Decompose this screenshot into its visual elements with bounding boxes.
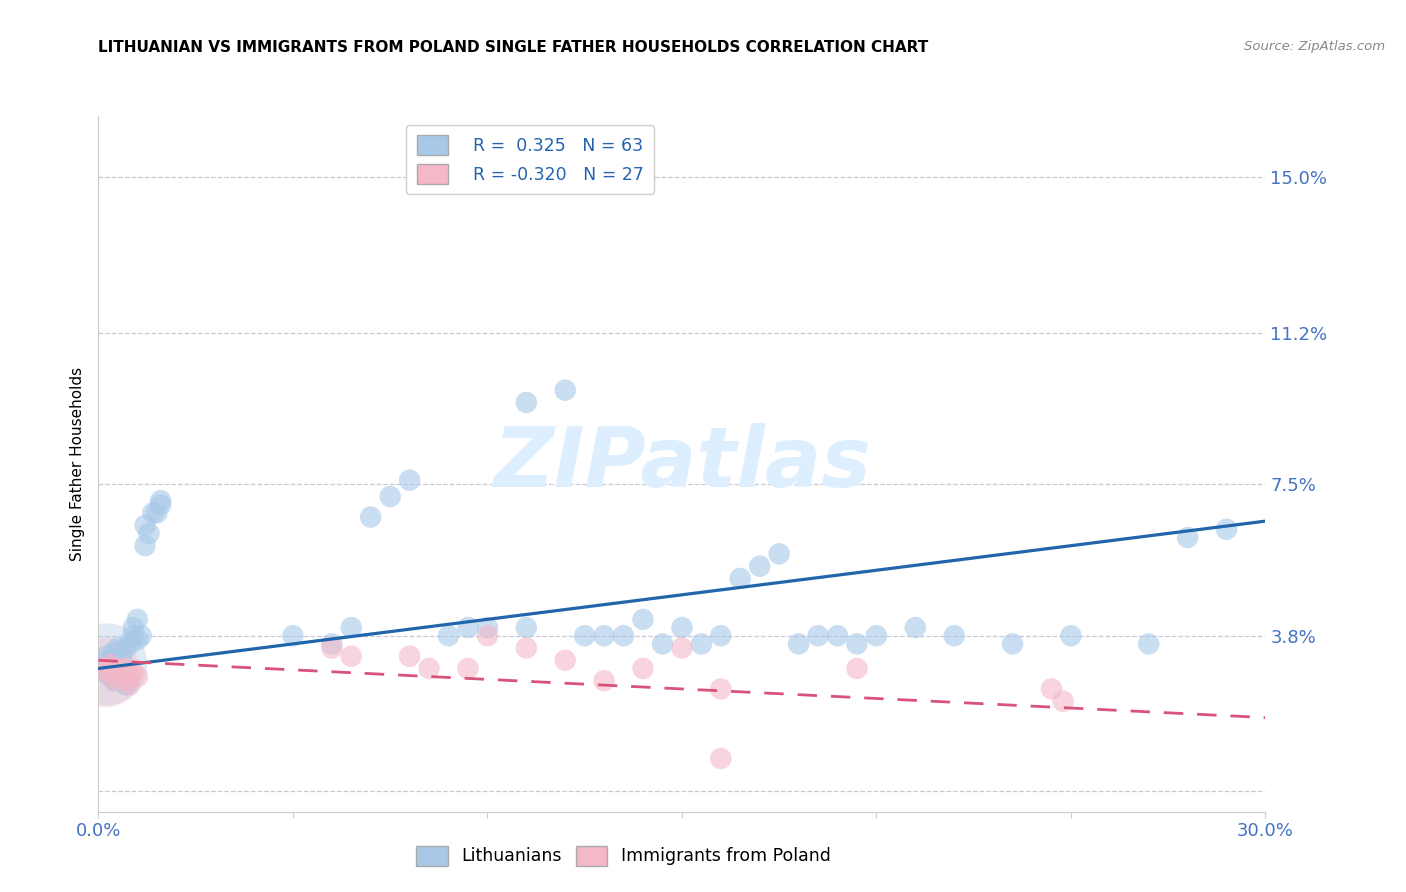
Point xyxy=(340,649,363,664)
Point xyxy=(118,637,141,651)
Point xyxy=(96,665,118,680)
Point xyxy=(114,678,136,692)
Point xyxy=(593,673,616,688)
Point xyxy=(91,657,114,672)
Point xyxy=(360,510,382,524)
Text: Source: ZipAtlas.com: Source: ZipAtlas.com xyxy=(1244,40,1385,54)
Point xyxy=(1060,629,1083,643)
Point xyxy=(943,629,966,643)
Point xyxy=(129,629,152,643)
Point xyxy=(134,518,156,533)
Text: ZIPatlas: ZIPatlas xyxy=(494,424,870,504)
Point xyxy=(631,612,654,626)
Point xyxy=(1215,522,1237,536)
Point xyxy=(146,506,169,520)
Point xyxy=(340,621,363,635)
Point xyxy=(787,637,810,651)
Point xyxy=(845,661,868,675)
Point xyxy=(111,649,134,664)
Point xyxy=(96,649,118,664)
Y-axis label: Single Father Households: Single Father Households xyxy=(69,367,84,561)
Point xyxy=(515,395,537,409)
Point xyxy=(103,673,125,688)
Point xyxy=(671,621,693,635)
Point xyxy=(768,547,790,561)
Point xyxy=(111,661,134,675)
Point xyxy=(1177,531,1199,545)
Point xyxy=(96,665,118,680)
Point xyxy=(671,640,693,655)
Point xyxy=(477,621,499,635)
Legend: Lithuanians, Immigrants from Poland: Lithuanians, Immigrants from Poland xyxy=(409,838,838,872)
Point xyxy=(748,559,770,574)
Point xyxy=(477,629,499,643)
Point xyxy=(107,670,129,684)
Point xyxy=(398,649,420,664)
Point xyxy=(114,640,136,655)
Point xyxy=(103,673,125,688)
Point xyxy=(103,645,125,659)
Point xyxy=(807,629,830,643)
Point xyxy=(91,661,114,675)
Point xyxy=(865,629,887,643)
Point xyxy=(418,661,440,675)
Point xyxy=(321,640,343,655)
Point xyxy=(127,612,149,626)
Point xyxy=(457,621,479,635)
Point xyxy=(114,661,136,675)
Point xyxy=(122,621,145,635)
Point xyxy=(107,670,129,684)
Point xyxy=(91,661,114,675)
Point xyxy=(127,632,149,647)
Point xyxy=(98,657,121,672)
Point xyxy=(107,657,129,672)
Point xyxy=(321,637,343,651)
Point xyxy=(710,681,733,696)
Point xyxy=(98,653,121,667)
Point xyxy=(118,670,141,684)
Point xyxy=(149,493,172,508)
Point xyxy=(845,637,868,651)
Point xyxy=(138,526,160,541)
Point xyxy=(554,653,576,667)
Point xyxy=(690,637,713,651)
Point xyxy=(398,473,420,487)
Point xyxy=(98,670,121,684)
Point xyxy=(149,498,172,512)
Point xyxy=(457,661,479,675)
Point xyxy=(142,506,165,520)
Point xyxy=(114,673,136,688)
Point xyxy=(593,629,616,643)
Point xyxy=(118,678,141,692)
Point xyxy=(612,629,634,643)
Point xyxy=(103,661,125,675)
Point xyxy=(96,665,118,680)
Point xyxy=(515,640,537,655)
Point xyxy=(1137,637,1160,651)
Point xyxy=(904,621,927,635)
Point xyxy=(107,640,129,655)
Point xyxy=(437,629,460,643)
Point xyxy=(96,657,118,672)
Point xyxy=(827,629,849,643)
Point xyxy=(281,629,304,643)
Text: LITHUANIAN VS IMMIGRANTS FROM POLAND SINGLE FATHER HOUSEHOLDS CORRELATION CHART: LITHUANIAN VS IMMIGRANTS FROM POLAND SIN… xyxy=(98,40,929,55)
Point xyxy=(1052,694,1074,708)
Point xyxy=(710,751,733,765)
Point xyxy=(651,637,673,651)
Point xyxy=(1040,681,1063,696)
Point xyxy=(127,670,149,684)
Point xyxy=(631,661,654,675)
Point xyxy=(710,629,733,643)
Point xyxy=(730,571,752,585)
Point xyxy=(122,665,145,680)
Point xyxy=(111,673,134,688)
Point xyxy=(134,539,156,553)
Point xyxy=(574,629,596,643)
Point xyxy=(515,621,537,635)
Point xyxy=(122,629,145,643)
Point xyxy=(1001,637,1024,651)
Point xyxy=(554,383,576,397)
Point xyxy=(378,490,402,504)
